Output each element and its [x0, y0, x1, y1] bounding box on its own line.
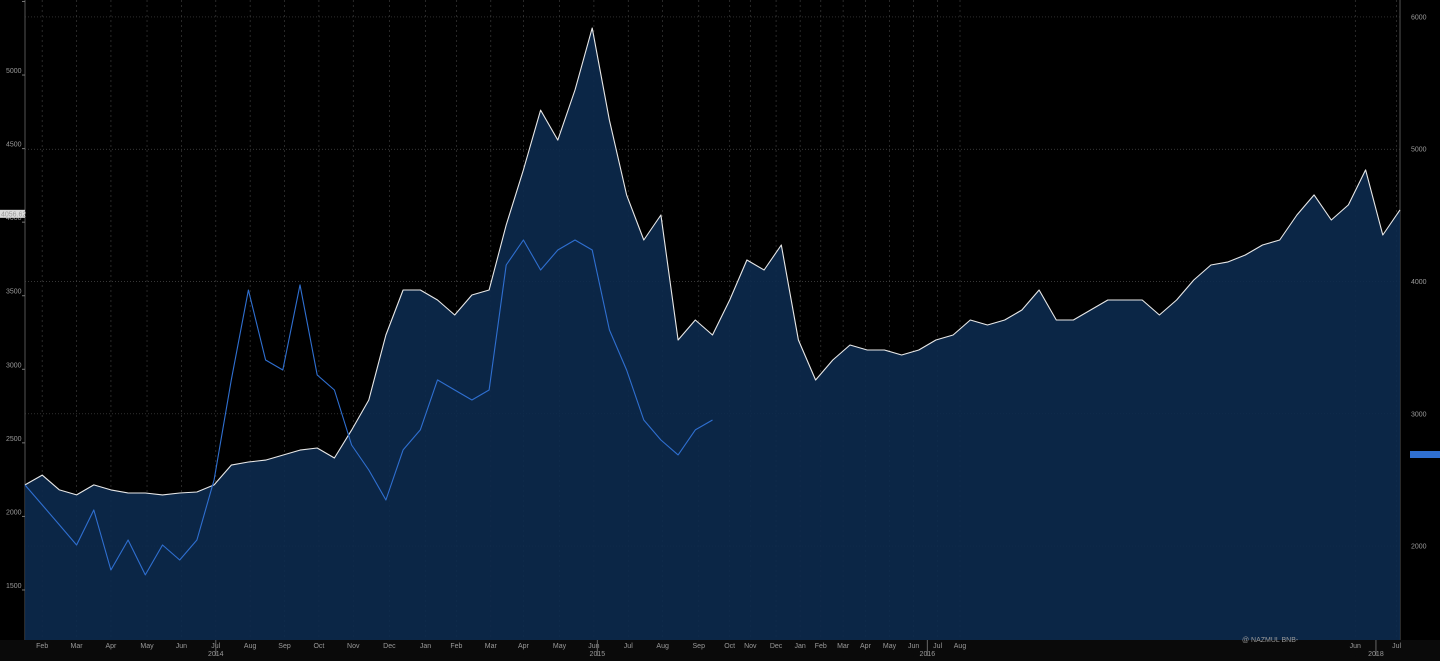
x-tick-label: May [553, 643, 567, 650]
last-value-label: 4056.62 [1, 211, 26, 218]
x-tick-label: Apr [860, 643, 872, 650]
x-tick-label: Oct [724, 643, 735, 650]
x-tick-label: Jul [933, 643, 942, 650]
year-label: 2015 [590, 651, 606, 658]
x-tick-label: Jul [624, 643, 633, 650]
y2-tick-label: 4000 [1411, 279, 1427, 286]
x-tick-label: Mar [837, 643, 850, 650]
year-label: 2018 [1368, 651, 1384, 658]
x-tick-label: Feb [815, 643, 827, 650]
x-tick-label: May [883, 643, 897, 650]
x-tick-label: Jun [588, 643, 599, 650]
x-tick-label: Dec [383, 643, 396, 650]
year-label: 2016 [920, 651, 936, 658]
x-tick-label: Aug [656, 643, 669, 650]
x-tick-label: Mar [485, 643, 498, 650]
y-tick-label: 2000 [6, 509, 22, 516]
x-tick-label: Apr [518, 643, 530, 650]
x-tick-label: Nov [744, 643, 757, 650]
x-tick-label: Jun [1350, 643, 1361, 650]
x-tick-label: Nov [347, 643, 360, 650]
x-tick-label: Feb [450, 643, 462, 650]
y-tick-label: 3000 [6, 362, 22, 369]
area [25, 28, 1400, 640]
y-tick-label: 2500 [6, 436, 22, 443]
y-tick-label: 5500 [6, 0, 22, 1]
x-tick-label: Jun [908, 643, 919, 650]
x-tick-label: May [140, 643, 154, 650]
x-tick-label: Dec [770, 643, 783, 650]
right-value-tag [1410, 451, 1440, 458]
y2-tick-label: 2000 [1411, 544, 1427, 551]
x-tick-label: Jun [176, 643, 187, 650]
x-tick-label: Oct [313, 643, 324, 650]
y2-tick-label: 6000 [1411, 14, 1427, 21]
y-tick-label: 4000 [6, 215, 22, 222]
x-tick-label: Sep [693, 643, 706, 650]
line [24, 239, 713, 576]
y2-tick-label: 5000 [1411, 147, 1427, 154]
x-tick-label: Aug [244, 643, 257, 650]
y-tick-label: 4500 [6, 142, 22, 149]
y2-tick-label: 3000 [1411, 411, 1427, 418]
watermark: @ NAZMUL BNB- [1242, 637, 1299, 644]
x-tick-label: Aug [954, 643, 967, 650]
x-tick-label: Apr [105, 643, 117, 650]
line [24, 27, 1401, 496]
x-tick-label: Jul [1392, 643, 1401, 650]
last-value-tag [0, 209, 25, 218]
x-tick-label: Sep [278, 643, 291, 650]
x-tick-label: Mar [71, 643, 84, 650]
x-axis-band [0, 640, 1440, 661]
year-label: 2014 [208, 651, 224, 658]
y-tick-label: 5000 [6, 68, 22, 75]
x-tick-label: Feb [36, 643, 48, 650]
y-tick-label: 1500 [6, 583, 22, 590]
x-tick-label: Jan [795, 643, 806, 650]
x-tick-label: Jan [420, 643, 431, 650]
y-tick-label: 3500 [6, 289, 22, 296]
